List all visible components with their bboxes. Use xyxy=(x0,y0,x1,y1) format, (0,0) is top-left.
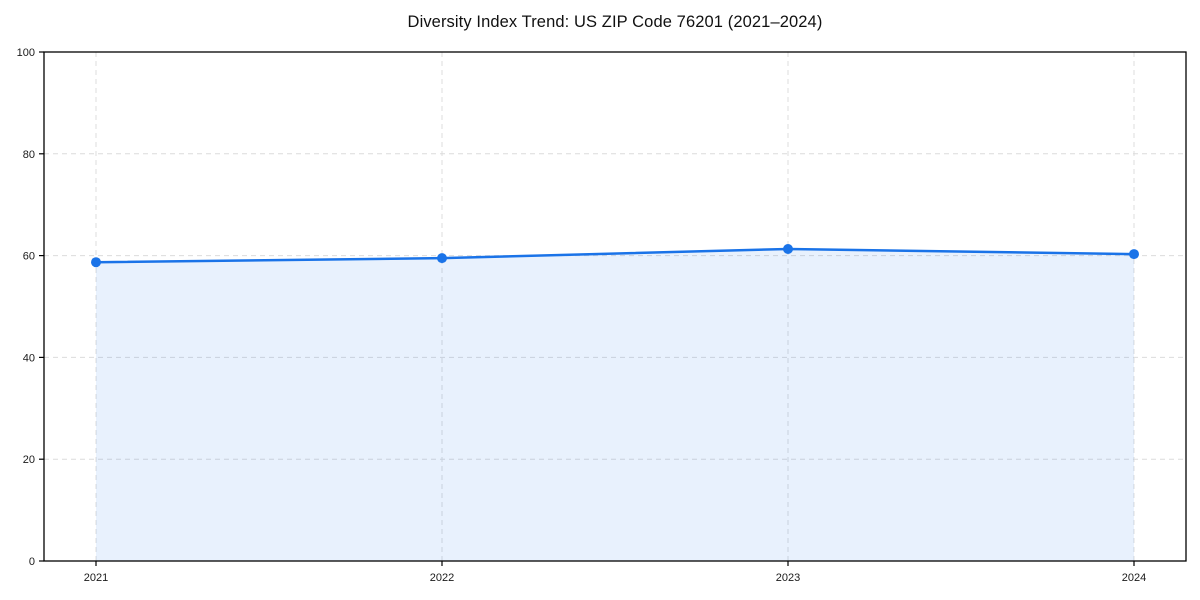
plot-frame xyxy=(43,51,1187,562)
chart-title: Diversity Index Trend: US ZIP Code 76201… xyxy=(407,13,823,31)
y-axis-tick-label: 80 xyxy=(23,149,35,161)
y-axis-tick-label: 40 xyxy=(23,352,35,364)
y-axis-tick-label: 60 xyxy=(23,251,35,263)
data-point-marker xyxy=(1129,249,1139,260)
trend-line xyxy=(94,247,1136,264)
data-point-marker xyxy=(91,257,101,268)
x-axis-tick-label: 2023 xyxy=(776,572,800,584)
x-axis-tick-label: 2024 xyxy=(1122,572,1146,584)
x-axis-tick-label: 2022 xyxy=(430,572,454,584)
data-point-marker xyxy=(437,253,447,264)
data-point-marker xyxy=(783,243,793,254)
y-axis-tick-label: 0 xyxy=(29,556,35,568)
x-axis-tick-label: 2021 xyxy=(84,572,108,584)
y-axis-tick-label: 100 xyxy=(17,47,35,59)
y-axis-tick-label: 20 xyxy=(23,454,35,466)
area-fill xyxy=(96,248,1134,561)
